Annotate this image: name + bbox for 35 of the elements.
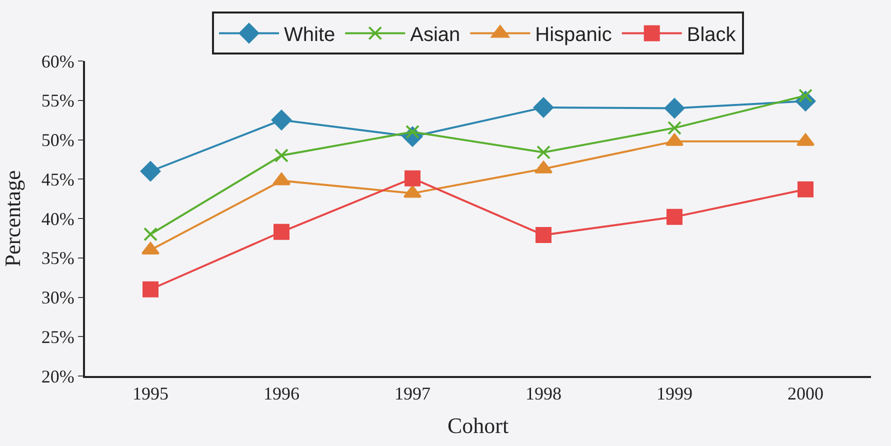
- point: [536, 227, 552, 244]
- legend-label: Hispanic: [535, 24, 612, 46]
- point: [140, 161, 161, 182]
- point: [144, 227, 158, 242]
- point: [664, 98, 685, 118]
- point: [798, 181, 814, 198]
- y-tick-label: 35%: [41, 248, 74, 268]
- x-tick-label: 1999: [656, 384, 692, 404]
- legend-label: Asian: [410, 24, 460, 46]
- y-tick-label: 60%: [41, 51, 74, 72]
- x-tick-label: 1996: [264, 384, 300, 404]
- point: [274, 224, 290, 240]
- y-tick-label: 20%: [41, 366, 74, 386]
- point: [536, 145, 550, 160]
- y-tick-label: 45%: [41, 169, 74, 190]
- y-tick-label: 30%: [41, 288, 74, 308]
- x-tick-label: 1995: [132, 384, 168, 404]
- x-axis-title: Cohort: [447, 413, 509, 438]
- x-tick-label: 1997: [394, 384, 430, 404]
- y-tick-label: 50%: [41, 130, 74, 150]
- legend-label: White: [284, 24, 336, 46]
- point: [533, 97, 554, 118]
- point: [142, 281, 158, 298]
- point: [274, 148, 288, 162]
- y-tick-label: 25%: [41, 326, 74, 347]
- y-tick-label: 55%: [41, 90, 74, 111]
- point: [668, 120, 682, 135]
- x-tick-label: 1998: [526, 384, 562, 404]
- x-tick-label: 2000: [788, 384, 824, 404]
- y-tick-label: 40%: [41, 208, 74, 229]
- point: [271, 110, 292, 130]
- point: [404, 170, 420, 186]
- y-axis-title: Percentage: [0, 170, 25, 267]
- point: [666, 208, 682, 225]
- legend-label: Black: [686, 24, 737, 46]
